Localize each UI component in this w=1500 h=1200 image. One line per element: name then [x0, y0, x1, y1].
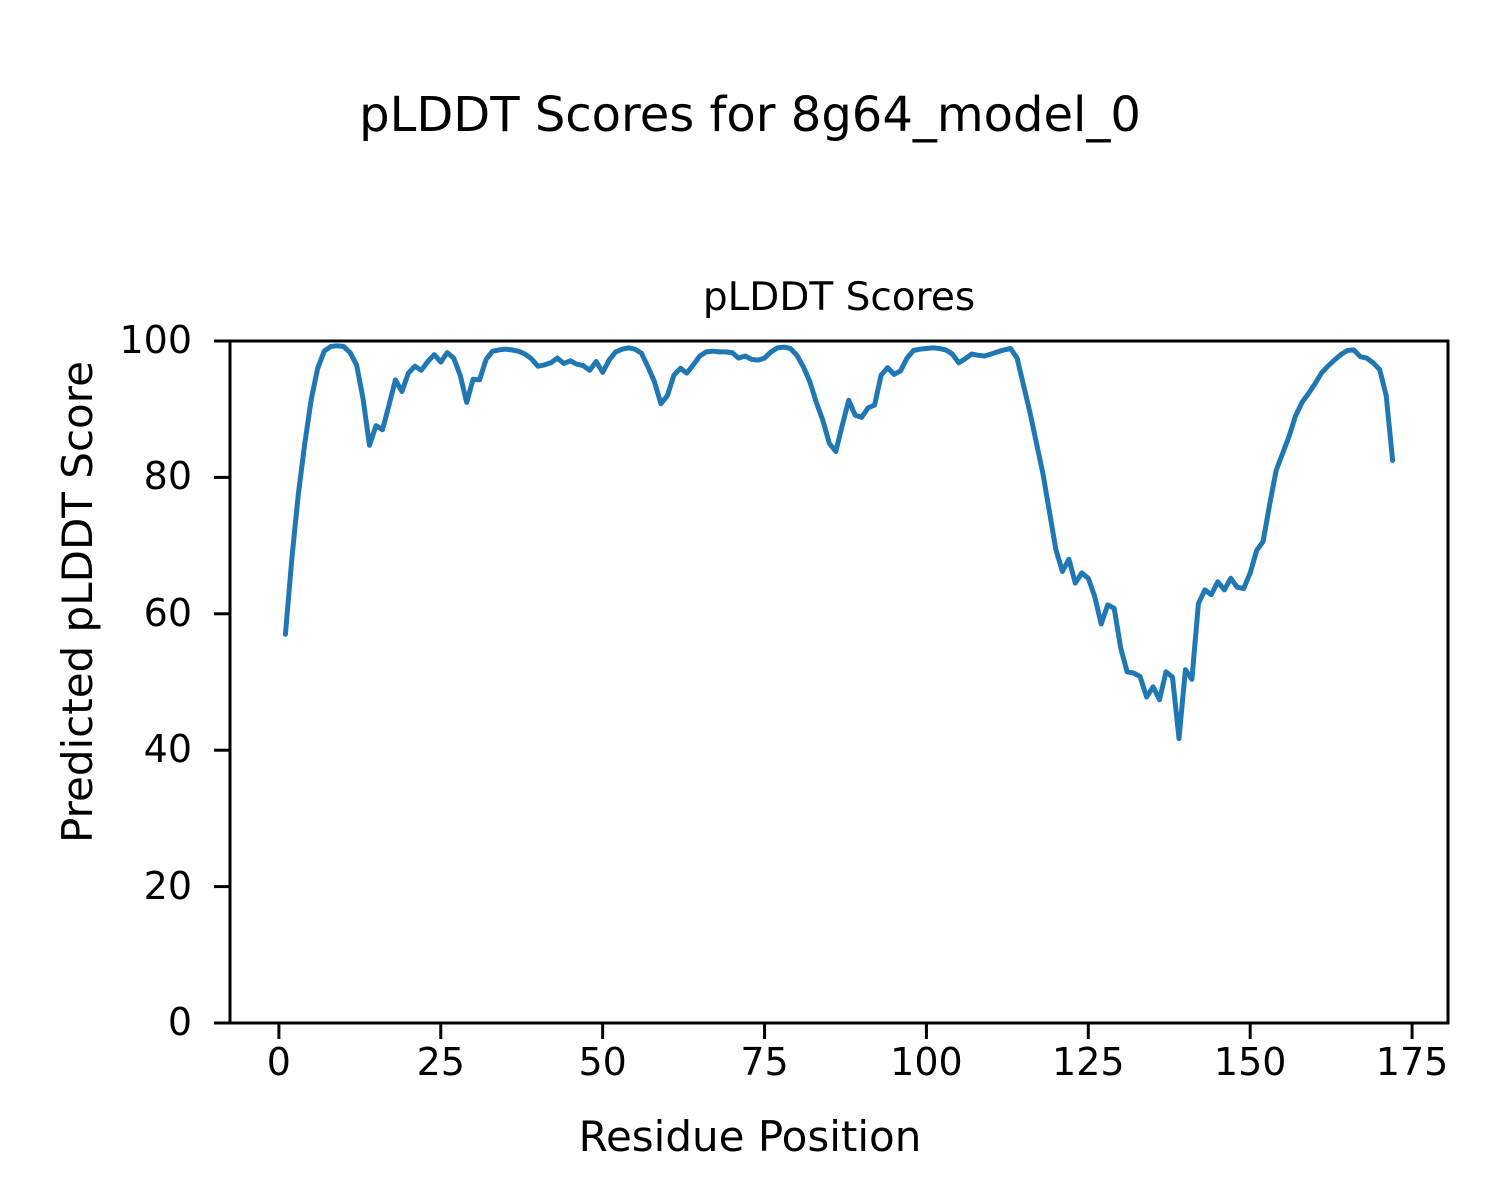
y-tick-label: 0: [167, 1000, 192, 1045]
y-axis-label: Predicted pLDDT Score: [52, 361, 102, 843]
x-tick-label: 150: [1213, 1040, 1287, 1084]
x-tick-label: 175: [1375, 1040, 1449, 1084]
y-tick-label: 60: [143, 590, 192, 635]
y-tick-label: 20: [143, 863, 192, 908]
y-tick-label: 100: [119, 318, 192, 363]
y-tick-label: 40: [143, 727, 192, 772]
x-tick-label: 25: [416, 1040, 465, 1084]
axes-spines: [228, 339, 1450, 1025]
plddt-line: [282, 343, 1396, 742]
x-tick-label: 75: [740, 1040, 789, 1084]
x-tick-label: 100: [890, 1040, 963, 1084]
x-axis-label: Residue Position: [578, 1112, 922, 1161]
figure-title: pLDDT Scores for 8g64_model_0: [359, 87, 1141, 143]
x-tick-label: 0: [266, 1040, 291, 1084]
x-tick-label: 125: [1052, 1040, 1125, 1084]
axes-title: pLDDT Scores: [702, 275, 976, 320]
x-tick-label: 50: [578, 1040, 627, 1084]
y-tick-label: 80: [143, 454, 192, 499]
